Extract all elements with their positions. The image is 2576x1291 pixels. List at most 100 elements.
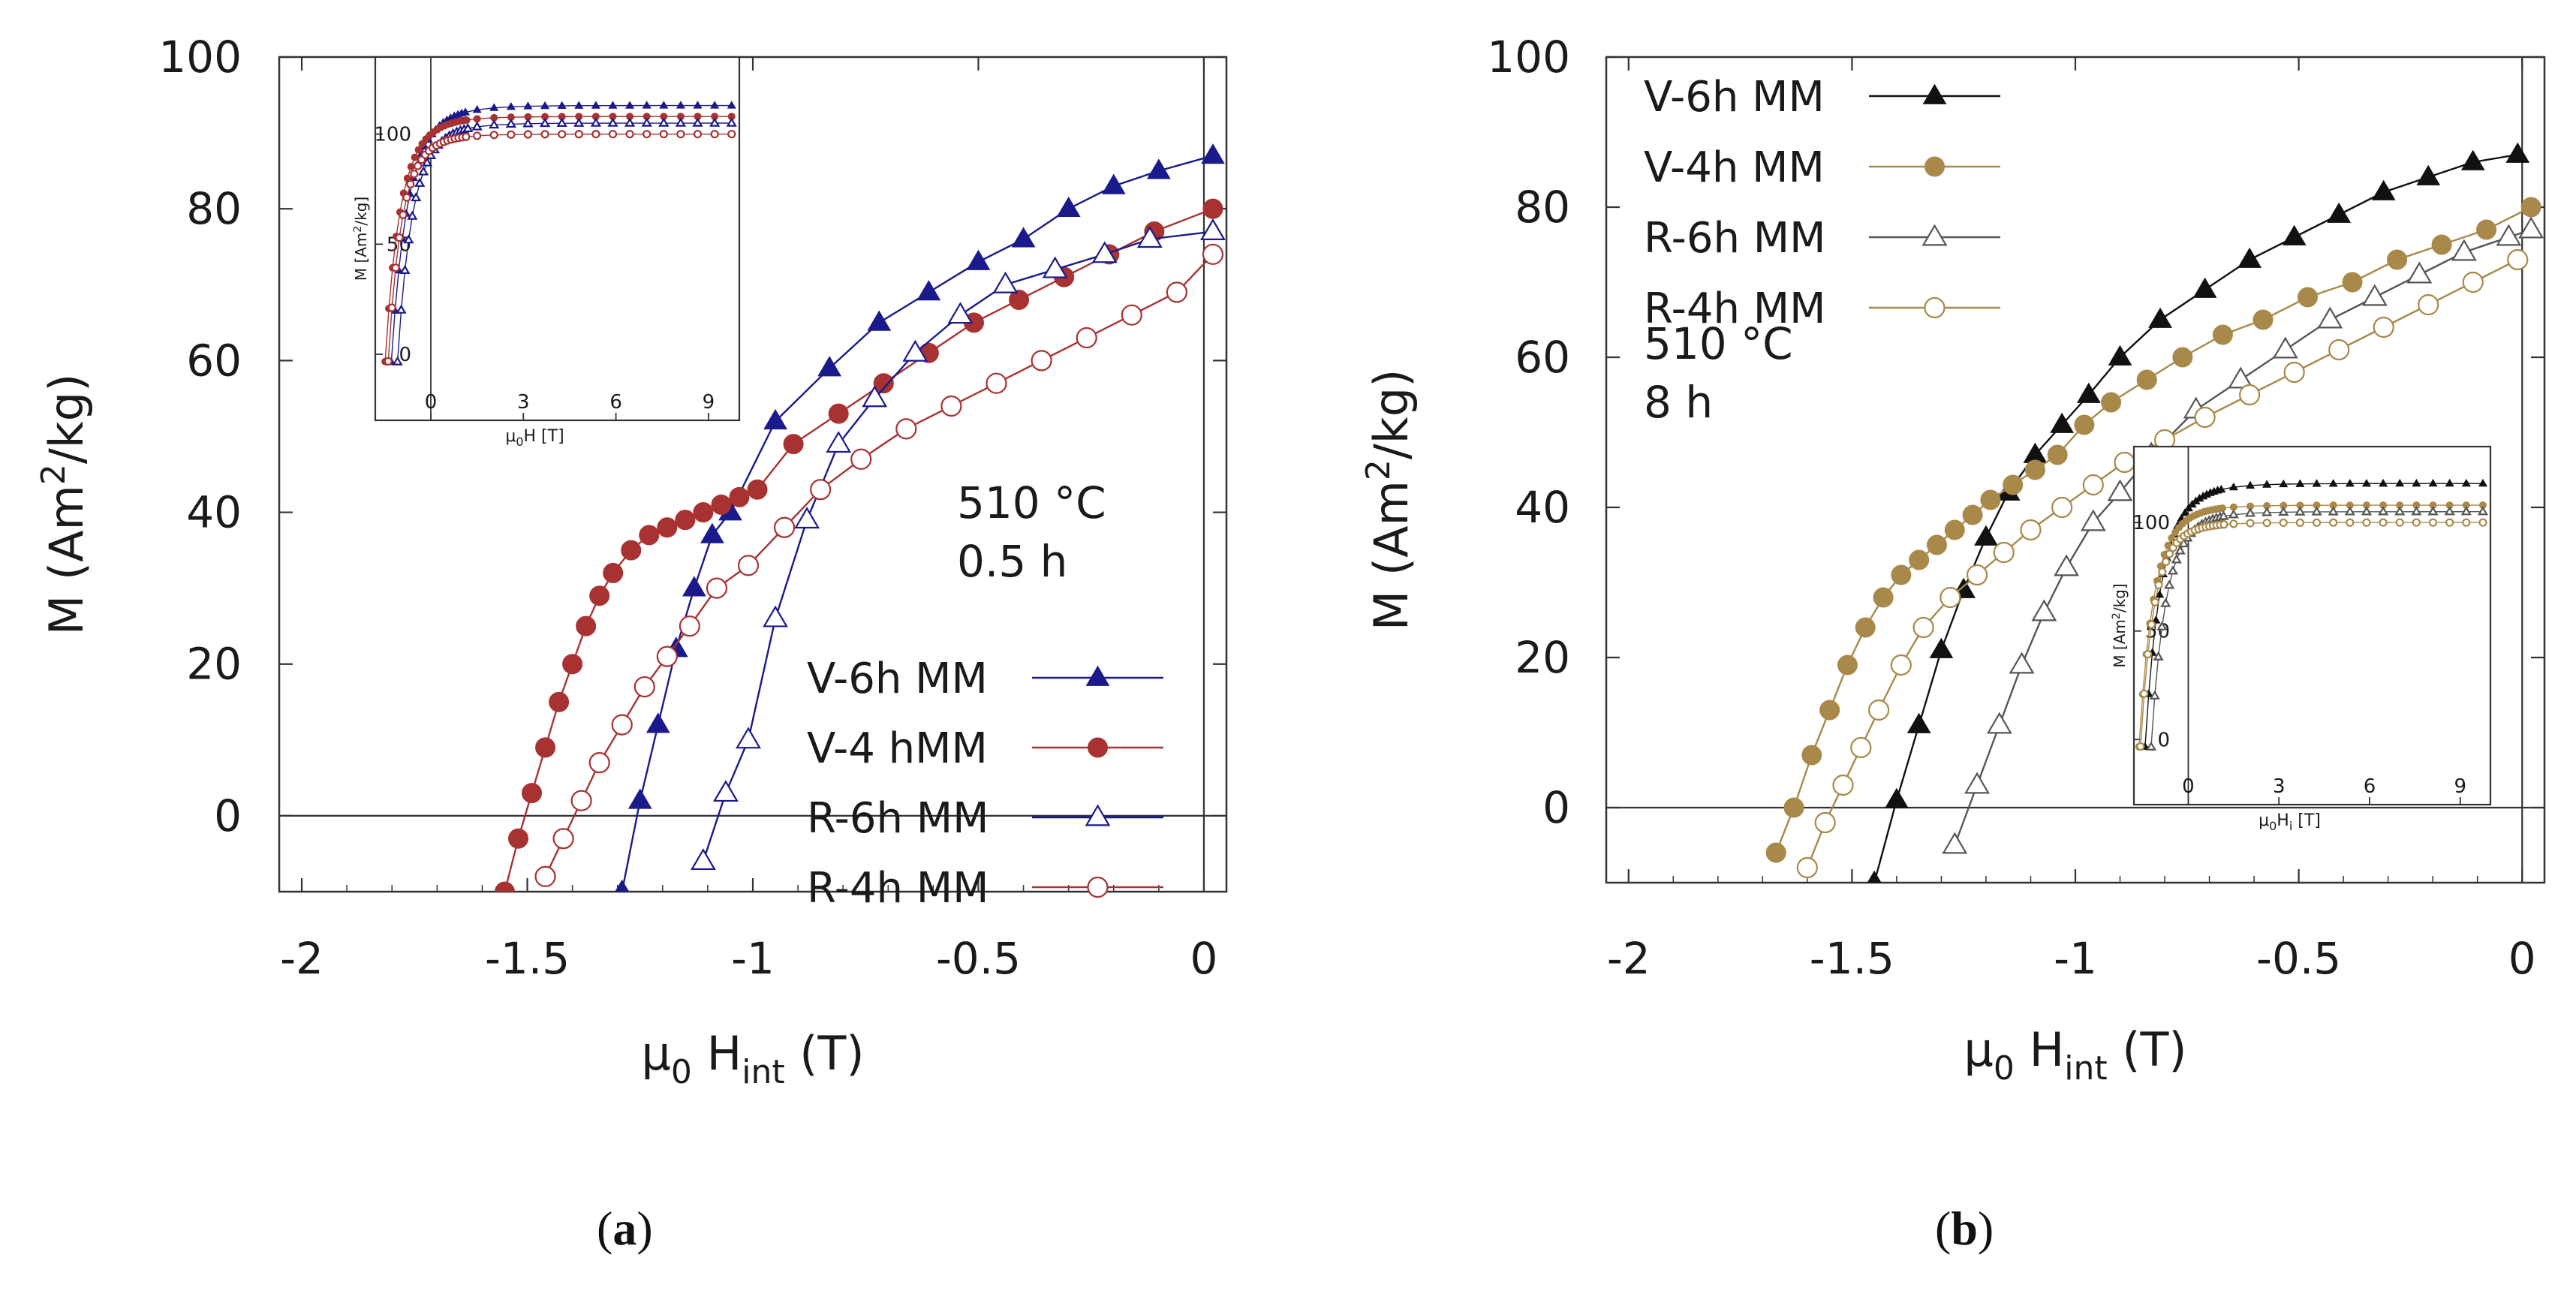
panel-b-inset-y-tick-label: 0 <box>2157 729 2170 751</box>
panel-b-inset-data-point <box>2328 479 2338 487</box>
panel-b-inset-data-point <box>2328 506 2339 516</box>
panel-b-legend-label-v-4h-mm: V-4h MM <box>1644 143 1825 192</box>
panel-a-data-point-v-6h-mm <box>700 522 724 543</box>
panel-b-inset-data-point <box>2244 507 2256 517</box>
panel-a-inset-data-point <box>625 130 634 139</box>
panel-a-data-point-r-4h-mm <box>737 555 760 576</box>
panel-a-inset-data-point <box>414 146 423 154</box>
panel-b-data-point-v-6h-mm <box>2505 142 2530 163</box>
panel-b-data-point-r-4h-mm <box>2020 519 2042 541</box>
panel-b-data-point-v-4h-mm <box>2431 234 2452 255</box>
panel-b-data-point-r-4h-mm <box>1940 586 1961 609</box>
panel-b-data-point-v-6h-mm <box>2148 307 2172 328</box>
panel-a-data-point-v-6h-mm <box>646 712 670 733</box>
panel-a-data-point-v-4-hmm <box>729 486 750 507</box>
panel-b-data-point-r-4h-mm <box>1796 856 1818 879</box>
panel-b-data-point-v-4h-mm <box>1891 564 1912 585</box>
panel-a-inset-data-point <box>407 210 418 220</box>
panel-a-legend-marker-v-4-hmm <box>1088 737 1108 758</box>
panel-a-annotation-line: 0.5 h <box>957 536 1067 587</box>
panel-b-data-point-v-4h-mm <box>1962 504 1983 525</box>
panel-b-data-point-v-4h-mm <box>2074 414 2095 435</box>
panel-a-data-point-r-4h-mm <box>1076 327 1097 349</box>
panel-a-inset-data-point <box>472 104 482 113</box>
panel-a-inset-data-point <box>402 193 411 202</box>
panel-a-data-point-r-6h-mm <box>763 605 788 627</box>
panel-b-data-point-v-6h-mm <box>1974 525 1998 546</box>
panel-b-legend-label-r-6h-mm: R-6h MM <box>1644 214 1825 263</box>
panel-a-data-point-v-4-hmm <box>562 654 583 675</box>
panel-a-data-point-v-4-hmm <box>783 434 804 455</box>
panel-a-inset-data-point <box>727 130 736 139</box>
panel-a-data-point-r-4h-mm <box>850 448 872 470</box>
panel-a-inset-data-point <box>558 130 567 139</box>
panel-a-data-point-r-4h-mm <box>534 865 556 887</box>
panel-b-data-point-r-4h-mm <box>2283 361 2305 384</box>
panel-a-data-point-v-6h-mm <box>1201 143 1225 164</box>
panel-a-inset-data-point <box>523 130 533 139</box>
panel-a-data-point-v-6h-mm <box>966 249 991 270</box>
panel-b-inset-curves <box>2135 478 2489 751</box>
panel-b-inset-data-point <box>2478 478 2488 487</box>
panel-a-data-point-v-4-hmm <box>589 585 610 606</box>
panel-a-inset-data-point <box>557 101 567 110</box>
panel-a-inset-data-point <box>406 179 415 189</box>
panel-b-data-point-r-6h-mm <box>2009 652 2035 674</box>
panel-b-data-point-r-4h-mm <box>2194 406 2216 429</box>
panel-a-data-point-v-4-hmm <box>549 691 570 712</box>
panel-b-inset-data-point <box>2183 503 2193 512</box>
panel-b-data-point-v-4h-mm <box>2252 309 2274 330</box>
panel-a-inset-data-point <box>642 130 652 139</box>
panel-a-inset-data-point <box>607 117 618 127</box>
panel-a-inset-data-point <box>608 101 618 109</box>
panel-b-data-point-v-4h-mm <box>1801 745 1822 766</box>
panel-a-y-tick-label: 80 <box>186 183 242 234</box>
panel-a-inset-data-point <box>658 117 670 127</box>
panel-a-data-point-v-6h-mm <box>1011 227 1036 248</box>
panel-a-caption: (a) <box>597 1202 653 1255</box>
panel-a-data-point-v-6h-mm <box>763 408 787 430</box>
panel-a-data-point-r-6h-mm <box>794 507 820 529</box>
panel-b-inset-x-tick-label: 6 <box>2364 775 2376 798</box>
panel-a-inset-data-point <box>414 177 426 187</box>
panel-b-data-point-v-4h-mm <box>1783 797 1804 818</box>
panel-b-inset-data-point <box>2278 506 2289 516</box>
panel-b-inset-data-point <box>2149 690 2160 700</box>
panel-b-inset-data-point <box>2163 579 2175 589</box>
panel-b-inset-data-point <box>2167 565 2179 575</box>
panel-a-inset-data-point <box>421 157 433 167</box>
panel-b-inset-data-point <box>2145 741 2157 751</box>
panel-a-data-point-r-6h-mm <box>1200 218 1226 240</box>
panel-a-inset-x-label: μ0H [T] <box>505 427 564 449</box>
panel-a-x-tick-label: 0 <box>1190 933 1217 984</box>
panel-b-data-point-r-4h-mm <box>2507 248 2529 271</box>
panel-a-data-point-v-4-hmm <box>494 881 515 892</box>
panel-b-data-point-r-4h-mm <box>2114 451 2135 474</box>
panel-a-data-point-v-6h-mm <box>1056 196 1081 218</box>
panel-b-inset-x-tick-label: 9 <box>2454 775 2466 798</box>
panel-a-inset-data-point <box>624 117 636 127</box>
panel-a-data-point-r-6h-mm <box>947 302 974 324</box>
panel-a-annotation-line: 510 °C <box>957 477 1106 528</box>
panel-b-data-point-r-6h-mm <box>2518 216 2544 239</box>
panel-a-inset-data-point <box>462 116 471 124</box>
panel-b-inset-data-point <box>2362 518 2371 527</box>
panel-a-inset-data-point <box>710 101 720 109</box>
panel-a-data-point-r-4h-mm <box>679 615 700 637</box>
panel-b-legend-marker-v-6h-mm <box>1922 83 1947 104</box>
panel-a-inset-data-point <box>395 233 404 242</box>
panel-b-data-point-v-6h-mm <box>2327 202 2352 223</box>
panel-b-data-point-r-6h-mm <box>2031 599 2057 621</box>
panel-b-y-tick-label: 20 <box>1515 632 1570 683</box>
panel-a-inset-data-point <box>399 264 411 274</box>
panel-a-inset-x-tick-label: 3 <box>517 391 530 414</box>
panel-b-inset-data-point <box>2462 518 2471 527</box>
panel-b-data-point-v-6h-mm <box>2192 277 2217 298</box>
panel-b-inset-data-point <box>2229 519 2238 528</box>
panel-b-inset-data-point <box>2295 518 2304 527</box>
panel-b-x-axis-label: μ0 Hint (T) <box>1964 1022 2186 1088</box>
